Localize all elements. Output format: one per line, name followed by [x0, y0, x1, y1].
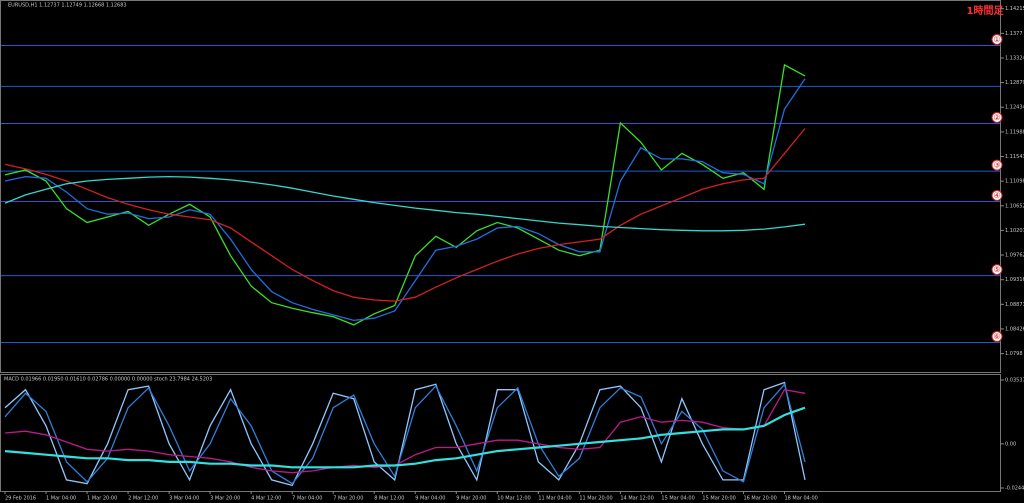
series-line — [4, 382, 806, 485]
indicator-title: MACD 0.01966 0.01950 0.01610 0.02786 0.0… — [4, 377, 212, 383]
main-frame — [0, 0, 1001, 373]
x-tick-label: 4 Mar 12:00 — [251, 496, 281, 502]
y-tick-label: 1.11988 — [1005, 129, 1024, 135]
indicator-frame — [0, 374, 1001, 492]
x-tick-label: 18 Mar 04:00 — [784, 496, 817, 502]
x-tick-label: 8 Mar 12:00 — [374, 496, 404, 502]
series-line — [4, 381, 806, 487]
y-tick-label: 1.14215 — [1005, 6, 1024, 12]
y-tick-label: 1.09762 — [1005, 253, 1024, 259]
x-tick-label: 29 Feb 2016 — [5, 496, 36, 502]
x-tick-label: 11 Mar 04:00 — [538, 496, 571, 502]
x-tick-label: 7 Mar 04:00 — [292, 496, 322, 502]
x-tick-label: 15 Mar 04:00 — [661, 496, 694, 502]
timeframe-label: 1時間足 — [967, 4, 1005, 17]
level-label: ① — [993, 35, 1000, 44]
chart-title: EURUSD,H1 1.12737 1.12749 1.12668 1.1268… — [8, 3, 127, 9]
series-line — [4, 128, 806, 302]
y-tick-label: 1.09316 — [1005, 277, 1024, 283]
series-line — [4, 63, 806, 326]
x-tick-label: 1 Mar 20:00 — [87, 496, 117, 502]
y-tick-label: 1.08426 — [1005, 326, 1024, 332]
level-marker — [991, 189, 1003, 201]
series-line — [4, 175, 806, 232]
series-line — [4, 78, 806, 322]
y-tick-label: 1.08871 — [1005, 302, 1024, 308]
x-tick-label: 2 Mar 12:00 — [128, 496, 158, 502]
level-marker — [991, 331, 1003, 343]
x-tick-label: 3 Mar 04:00 — [169, 496, 199, 502]
x-tick-label: 9 Mar 20:00 — [456, 496, 486, 502]
x-tick-label: 16 Mar 20:00 — [743, 496, 776, 502]
y-tick-label: 1.11098 — [1005, 179, 1024, 185]
level-marker — [991, 159, 1003, 171]
y-tick-label: 1.10652 — [1005, 203, 1024, 209]
level-label: ② — [993, 113, 1000, 122]
x-tick-label: 15 Mar 20:00 — [702, 496, 735, 502]
level-label: ④ — [993, 191, 1000, 200]
y-tick-label: 1.10207 — [1005, 228, 1024, 234]
y-tick-label: 1.12879 — [1005, 80, 1024, 86]
x-tick-label: 1 Mar 04:00 — [46, 496, 76, 502]
x-tick-label: 3 Mar 20:00 — [210, 496, 240, 502]
series-line — [4, 406, 806, 469]
y-tick-label: 1.11543 — [1005, 154, 1024, 160]
level-marker — [991, 264, 1003, 276]
x-tick-label: 11 Mar 20:00 — [579, 496, 612, 502]
level-marker — [991, 111, 1003, 123]
x-tick-label: 10 Mar 12:00 — [497, 496, 530, 502]
y-tick-label: 1.12434 — [1005, 105, 1024, 111]
level-marker — [991, 33, 1003, 45]
y-tick-label: 0.00 — [1005, 441, 1016, 447]
x-tick-label: 7 Mar 20:00 — [333, 496, 363, 502]
y-tick-label: -0.02446 — [1005, 486, 1024, 492]
x-tick-label: 14 Mar 12:00 — [620, 496, 653, 502]
level-label: ③ — [993, 161, 1000, 170]
x-tick-label: 9 Mar 04:00 — [415, 496, 445, 502]
level-label: ⑥ — [993, 332, 1000, 341]
y-tick-label: 1.1377 — [1005, 31, 1023, 37]
y-tick-label: 1.13324 — [1005, 55, 1024, 61]
series-line — [4, 388, 806, 474]
level-label: ⑤ — [993, 265, 1000, 274]
y-tick-label: 1.0798 — [1005, 351, 1023, 357]
y-tick-label: 0.03537 — [1005, 378, 1024, 384]
